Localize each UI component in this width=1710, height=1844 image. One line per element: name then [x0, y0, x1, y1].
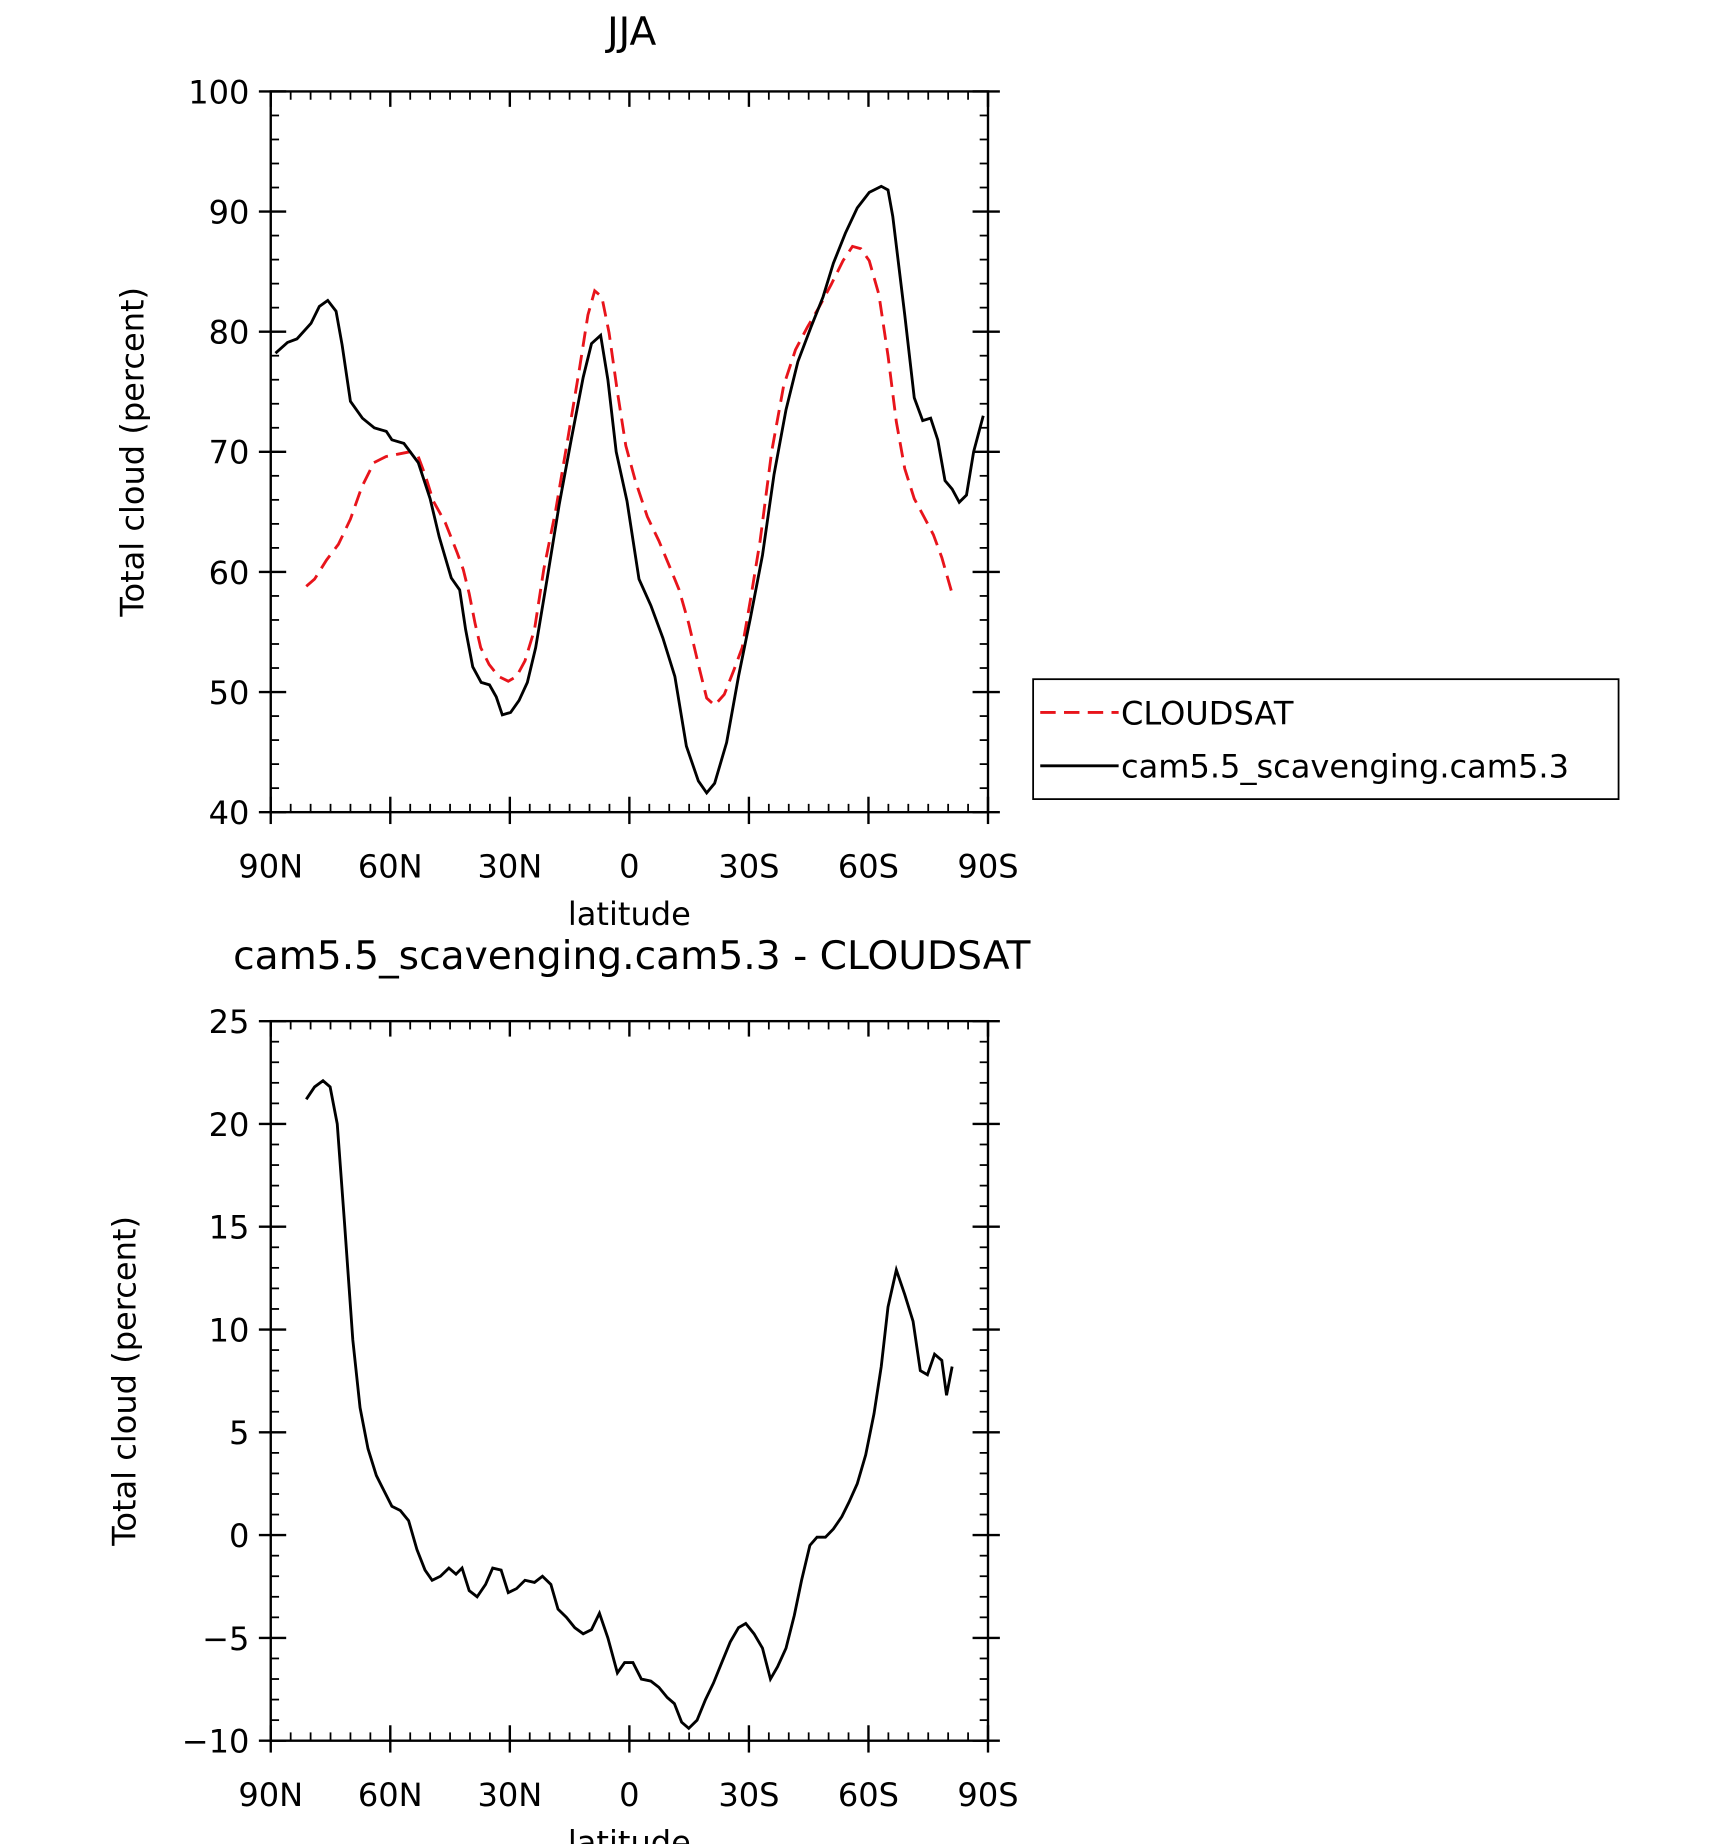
x-tick-label: 90S — [957, 847, 1018, 885]
x-tick-label: 90S — [957, 1776, 1018, 1814]
x-tick-label: 60N — [358, 847, 423, 885]
x-tick-label: 90N — [238, 847, 303, 885]
y-tick-label: −5 — [202, 1620, 249, 1658]
y-tick-label: 0 — [229, 1517, 249, 1555]
x-axis-label: latitude — [568, 895, 691, 933]
y-tick-label: 50 — [209, 674, 250, 712]
legend-box — [1032, 678, 1620, 800]
x-tick-label: 30S — [718, 847, 779, 885]
x-tick-label: 30N — [477, 847, 542, 885]
x-tick-label: 30S — [718, 1776, 779, 1814]
y-tick-label: 100 — [188, 73, 249, 111]
y-tick-label: 15 — [209, 1209, 250, 1247]
y-axis-label: Total cloud (percent) — [114, 287, 152, 618]
data-line — [274, 184, 985, 796]
legend-label: CLOUDSAT — [1121, 694, 1294, 732]
data-line — [305, 1078, 954, 1731]
x-tick-label: 30N — [477, 1776, 542, 1814]
chart-title: JJA — [604, 10, 656, 55]
y-tick-label: 20 — [209, 1106, 250, 1144]
y-tick-label: 80 — [209, 314, 250, 352]
y-tick-label: 70 — [209, 434, 250, 472]
legend-label: cam5.5_scavenging.cam5.3 — [1121, 748, 1569, 786]
y-tick-label: 25 — [209, 1003, 250, 1041]
y-tick-label: 10 — [209, 1311, 250, 1349]
x-tick-label: 0 — [619, 1776, 639, 1814]
x-tick-label: 90N — [238, 1776, 303, 1814]
x-tick-label: 60S — [838, 847, 899, 885]
y-tick-label: 90 — [209, 193, 250, 231]
chart-title: cam5.5_scavenging.cam5.3 - CLOUDSAT — [233, 934, 1031, 979]
x-tick-label: 0 — [619, 847, 639, 885]
plot-frame — [269, 90, 990, 814]
y-tick-label: 40 — [209, 794, 250, 832]
x-tick-label: 60N — [358, 1776, 423, 1814]
y-tick-label: −10 — [182, 1723, 250, 1761]
y-axis-label: Total cloud (percent) — [105, 1216, 143, 1547]
y-tick-label: 60 — [209, 554, 250, 592]
data-line — [305, 244, 954, 708]
x-tick-label: 60S — [838, 1776, 899, 1814]
y-tick-label: 5 — [229, 1414, 249, 1452]
x-axis-label: latitude — [568, 1824, 691, 1844]
